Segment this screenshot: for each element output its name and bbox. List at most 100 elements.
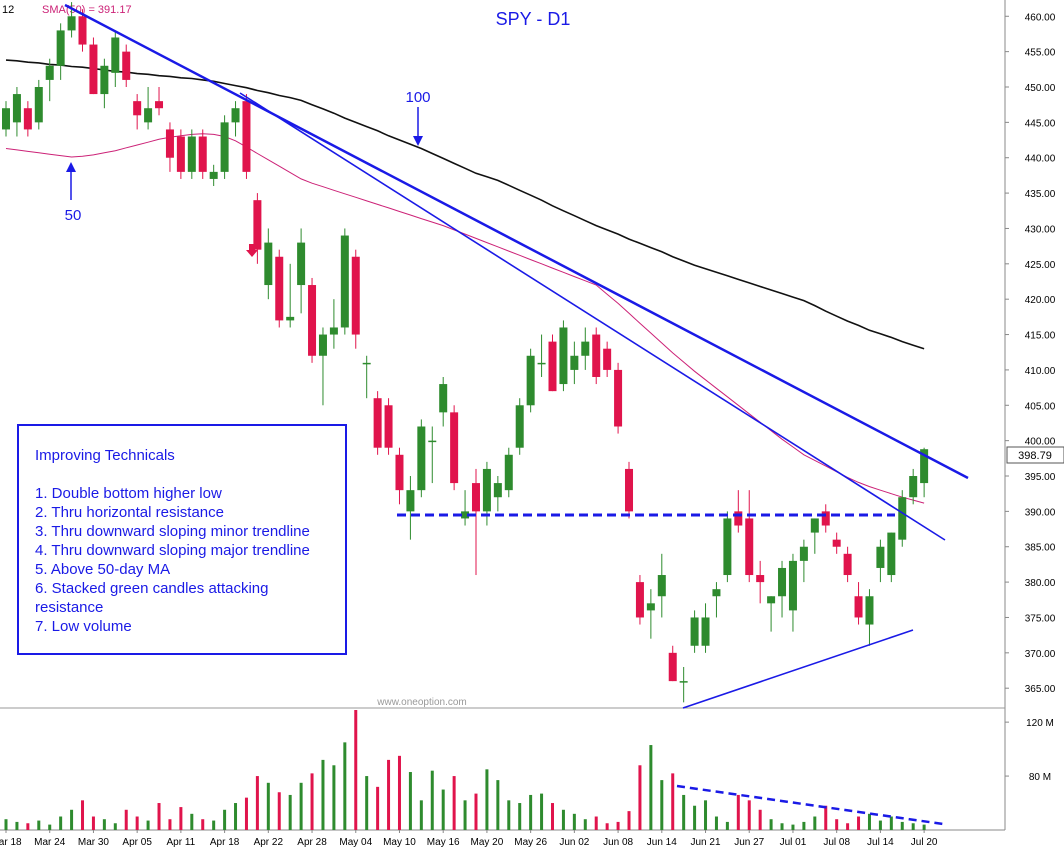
volume-bar [212,820,216,830]
candle-body [231,108,240,123]
volume-tick-label: 80 M [1029,772,1051,783]
volume-bar [758,809,762,830]
minor-trendline [239,92,946,541]
volume-bar [900,821,904,830]
moving-average [5,59,925,350]
volume-bar [135,816,139,830]
candle-body [78,16,87,45]
candle-body [275,256,284,321]
volume-bar [518,803,522,830]
candle-body [898,497,907,540]
y-tick-label: 410.00 [1025,366,1056,377]
volume-bar [769,819,773,830]
volume-bar [507,800,511,830]
candle-body [854,596,863,618]
candle-body [548,341,557,392]
candle-body [12,94,21,123]
volume-bar [747,800,751,830]
volume-bar [91,816,95,830]
volume-bar [365,776,369,830]
volume-bar [288,794,292,830]
y-tick-label: 400.00 [1025,437,1056,448]
volume-bar [627,811,631,830]
volume-bar [179,807,183,830]
volume-bar [605,823,609,830]
volume-bar [857,816,861,830]
x-tick-label: Jul 01 [780,837,807,848]
volume-bar [113,823,117,830]
candle-body [821,511,830,526]
x-tick-label: May 26 [514,837,547,848]
last-price-label: 398.79 [1018,450,1052,462]
volume-bar [561,809,565,830]
candle-body [111,37,120,73]
candle-body [592,334,601,377]
candle-body [635,582,644,618]
volume-bar [671,773,675,830]
volume-bar [922,824,926,830]
candle-body [395,454,404,491]
volume-tick-label: 120 M [1026,718,1054,729]
x-tick-label: Jun 14 [647,837,677,848]
candle-body [340,235,349,328]
major-trendline [64,3,969,480]
candle-body [297,242,306,286]
note-box: Improving Technicals 1. Double bottom hi… [17,424,347,655]
volume-bar [649,745,653,830]
candle-body [176,136,185,172]
candle-body [198,136,207,172]
candle-body [122,51,131,80]
y-tick-label: 435.00 [1025,189,1056,200]
volume-bar [223,809,227,830]
candle-body [646,603,655,611]
y-tick-label: 460.00 [1025,12,1056,23]
volume-bar [376,786,380,830]
candle-body [504,454,513,491]
y-tick-label: 430.00 [1025,224,1056,235]
candle-body [450,412,459,484]
candle-body [428,440,437,443]
candle-body [603,348,612,370]
candle-body [2,108,10,130]
volume-bar [157,803,161,830]
volume-bar [551,803,554,830]
volume-bar [529,794,533,830]
volume-bar [583,819,587,830]
candle-body [362,362,371,365]
moving-average [5,133,925,504]
candle-body [329,327,338,335]
candle-body [23,108,32,130]
volume-bar [102,819,106,830]
volume-bar [736,794,740,830]
candle-body [384,405,393,448]
note-item: 4. Thru downward sloping major trendline [35,542,310,559]
candle-body [581,341,590,356]
volume-bar [234,803,238,830]
volume-bar [660,780,664,830]
candle-body [461,511,470,519]
candle-body [887,532,896,576]
candle-body [493,483,502,498]
candle-body [668,652,677,682]
volume-bar [168,819,172,830]
x-tick-label: Mar 18 [0,837,22,848]
candle-body [865,596,874,625]
volume-bar [780,823,784,830]
y-tick-label: 380.00 [1025,578,1056,589]
y-tick-label: 440.00 [1025,154,1056,165]
candle-body [67,16,76,31]
ma100-arrowhead [413,136,423,146]
y-tick-label: 405.00 [1025,401,1056,412]
candle-body [570,355,579,370]
candle-body [723,518,732,576]
chart-title: SPY - D1 [496,9,571,29]
note-item: 5. Above 50-day MA [35,561,171,578]
candle-body [406,490,415,512]
volume-bar [540,793,544,830]
volume-bar [452,776,456,830]
candle-body [657,575,666,597]
volume-bar [419,800,423,830]
y-tick-label: 395.00 [1025,472,1056,483]
ma-annotation: 50 [65,207,82,224]
